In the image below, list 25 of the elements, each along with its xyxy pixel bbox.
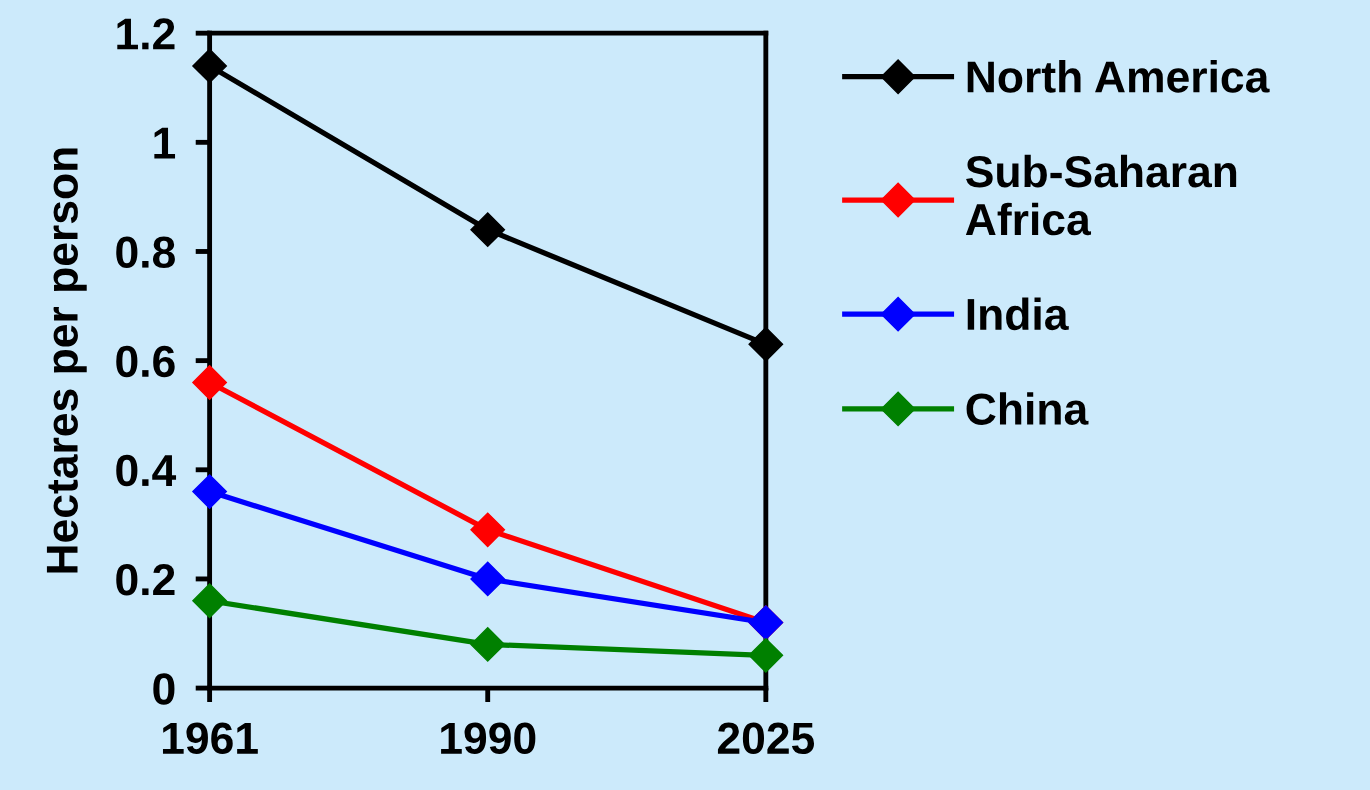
point: [470, 627, 506, 662]
y-tick-label: 0: [153, 673, 175, 705]
point: [748, 326, 784, 362]
legend-label: Sub-Saharan Africa: [965, 154, 1237, 236]
x-tick-label: 2025: [717, 722, 815, 755]
point: [192, 583, 228, 619]
y-tick-label: 1: [154, 127, 176, 159]
legend-label: North America: [967, 60, 1270, 93]
y-tick-label: 0.8: [116, 236, 175, 269]
point: [470, 561, 506, 597]
y-tick-label: 1.2: [117, 18, 175, 50]
x-tick-label: 1990: [441, 722, 536, 755]
y-axis-title: Hectares per person: [46, 148, 87, 573]
point: [748, 637, 784, 673]
x-tick-label: 1961: [162, 722, 258, 755]
legend-label: India: [967, 297, 1069, 331]
legend-label: China: [966, 392, 1089, 425]
y-tick-label: 0.4: [116, 454, 177, 487]
point: [470, 512, 506, 548]
y-tick-label: 0.6: [116, 345, 175, 378]
point: [192, 48, 228, 84]
point: [192, 474, 228, 510]
point: [470, 212, 506, 248]
y-tick-label: 0.2: [116, 564, 175, 596]
point: [192, 365, 228, 400]
